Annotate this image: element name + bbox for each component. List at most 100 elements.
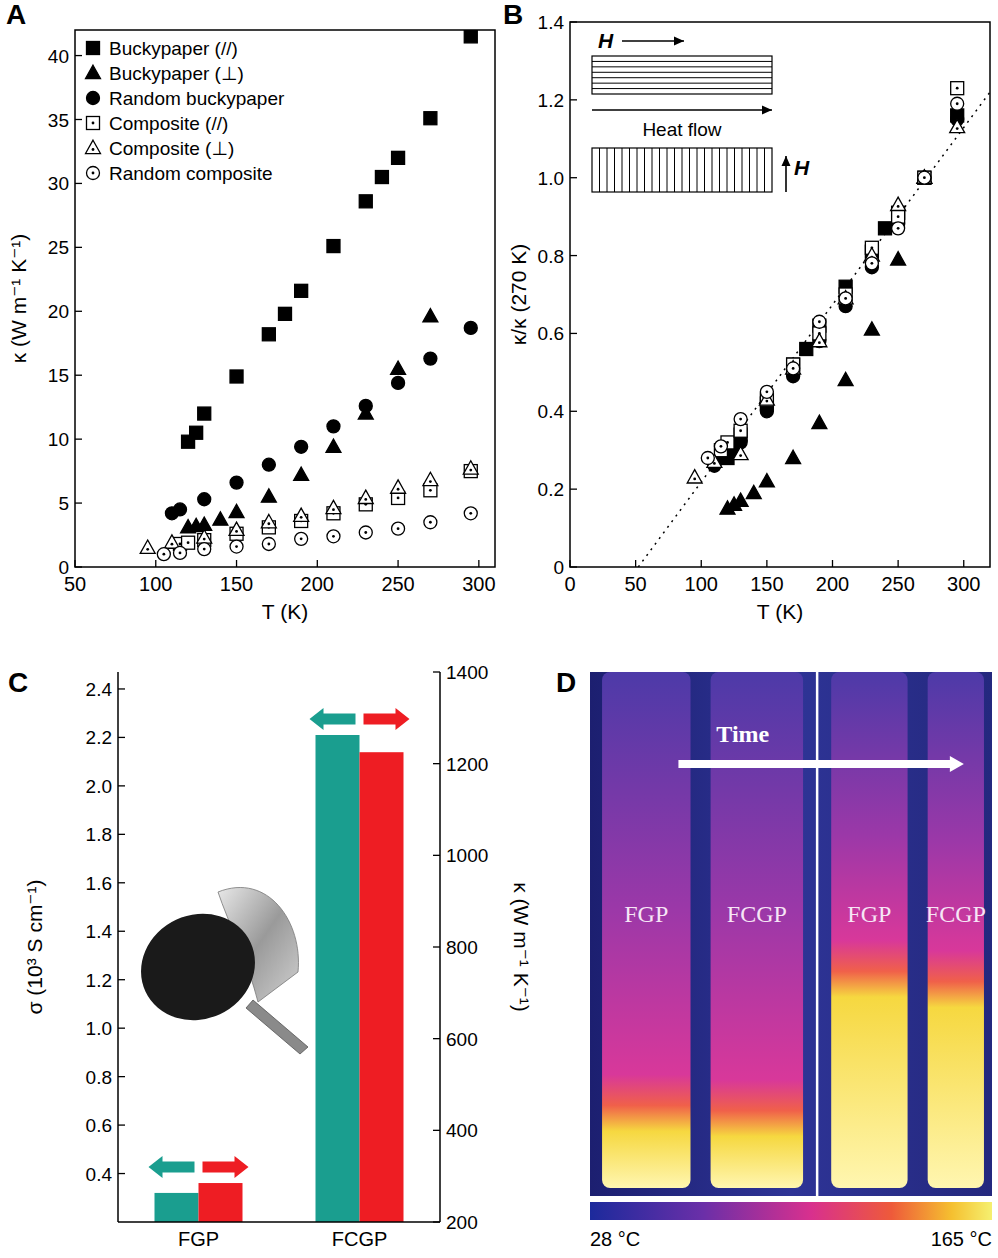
x-tick-label: 100 (685, 573, 718, 595)
inset-line (652, 148, 653, 192)
y-tick-label: 30 (48, 173, 69, 194)
x-tick (766, 560, 767, 567)
marker-shape (917, 170, 932, 183)
y-tick (118, 1076, 125, 1077)
y-tick-label: 0.4 (86, 1164, 113, 1185)
data-point (295, 532, 308, 545)
data-point (261, 514, 276, 527)
marker-shape (294, 508, 309, 521)
image-separator (816, 672, 819, 1196)
data-point (261, 489, 276, 502)
marker-dot (92, 148, 95, 151)
inset-line (727, 148, 728, 192)
marker-dot (300, 537, 303, 540)
inset-line (667, 148, 668, 192)
marker-dot (429, 480, 432, 483)
legend-label: Random buckypaper (109, 88, 285, 109)
marker-shape (261, 489, 276, 502)
legend-marker (87, 92, 100, 105)
plot-frame (570, 22, 990, 567)
marker-shape (917, 170, 932, 183)
data-point (327, 240, 340, 253)
marker-dot (429, 489, 432, 492)
marker-shape (327, 420, 340, 433)
y-tick (118, 785, 125, 786)
legend-label: Composite (⊥) (109, 138, 234, 159)
marker-shape (950, 119, 965, 132)
marker-shape (261, 514, 276, 527)
thermal-strip (711, 672, 803, 1188)
x-tick-label: 200 (301, 573, 334, 595)
x-tick (963, 560, 964, 567)
y-tick-label: 1.0 (538, 168, 564, 189)
y-tick (118, 737, 125, 738)
y-tick-label: 15 (48, 365, 69, 386)
data-point (424, 112, 437, 125)
marker-dot (187, 541, 190, 544)
y-axis-title: σ (10³ S cm⁻¹) (23, 880, 46, 1015)
inset-line (592, 61, 772, 62)
plot-marks (155, 735, 404, 1222)
marker-shape (197, 517, 212, 530)
marker-dot (739, 429, 742, 432)
marker-shape (464, 321, 477, 334)
marker-dot (397, 497, 400, 500)
y-tick (570, 333, 577, 334)
data-point (190, 426, 203, 439)
x-tick (701, 560, 702, 567)
marker-shape (87, 92, 100, 105)
y-tick-label: 0.6 (86, 1115, 112, 1136)
data-point (950, 119, 965, 132)
y2-tick (433, 1038, 440, 1039)
x-tick-label: 250 (881, 573, 914, 595)
thermal-image: TimeFGPFCGPFGPFCGP (590, 672, 992, 1196)
marker-shape (733, 493, 748, 506)
y-tick-label: 1.4 (86, 921, 113, 942)
marker-dot (956, 87, 959, 90)
data-point (294, 508, 309, 521)
marker-shape (359, 399, 372, 412)
marker-shape (262, 537, 275, 550)
marker-shape (190, 426, 203, 439)
y2-tick-label: 1200 (446, 754, 488, 775)
category-label: FGP (178, 1228, 219, 1250)
y-tick-label: 2.4 (86, 679, 113, 700)
marker-shape (918, 171, 931, 184)
marker-shape (140, 540, 155, 553)
x-tick (236, 560, 237, 567)
data-point (164, 535, 179, 548)
thermal-strip (831, 672, 907, 1188)
thermal-strip (928, 672, 984, 1188)
marker-shape (262, 328, 275, 341)
data-point (198, 543, 211, 556)
photo-paper (123, 895, 272, 1038)
y-tick-label: 10 (48, 429, 69, 450)
plot-marks (140, 30, 478, 561)
data-point (813, 315, 826, 328)
marker-dot (956, 102, 959, 105)
x-tick-label: 100 (139, 573, 172, 595)
marker-dot (364, 498, 367, 501)
y2-tick (433, 1130, 440, 1131)
marker-dot (203, 538, 206, 541)
data-point (918, 171, 931, 184)
heat-flow-arrow (592, 106, 772, 115)
marker-shape (198, 543, 211, 556)
inset-line (682, 148, 683, 192)
sample-label: FGP (624, 901, 668, 927)
y-tick (570, 177, 577, 178)
colorbar-tick-label: 165 °C (931, 1228, 992, 1250)
inset-line (734, 148, 735, 192)
y-tick-label: 0.4 (538, 401, 565, 422)
arrow-shaft (592, 109, 772, 111)
data-point (733, 493, 748, 506)
data-point (358, 490, 373, 503)
y-tick-label: 0.8 (538, 246, 564, 267)
inset-line (637, 148, 638, 192)
data-point (463, 461, 478, 474)
bar (360, 752, 404, 1222)
y-tick (570, 255, 577, 256)
y-tick (75, 375, 82, 376)
y-axis-title: κ/κ (270 K) (507, 244, 530, 346)
legend-label: Composite (//) (109, 113, 228, 134)
